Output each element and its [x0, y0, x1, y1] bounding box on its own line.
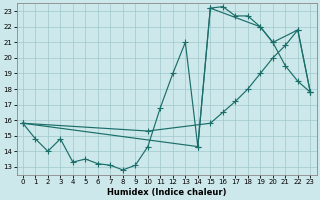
X-axis label: Humidex (Indice chaleur): Humidex (Indice chaleur)	[107, 188, 226, 197]
